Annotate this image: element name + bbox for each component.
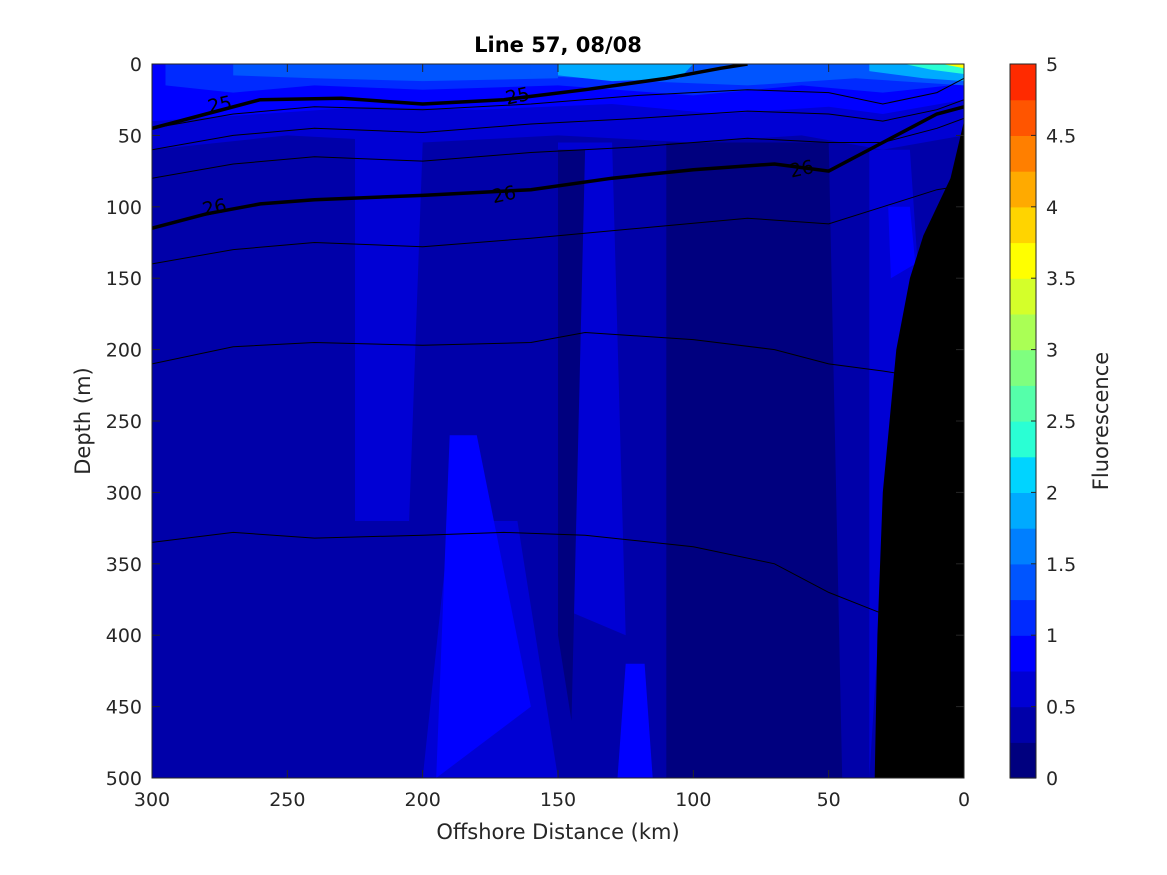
y-tick-label: 250 — [106, 411, 142, 433]
fluorescence-region — [436, 435, 531, 778]
colorbar-segment — [1010, 599, 1036, 636]
y-tick-label: 100 — [106, 197, 142, 219]
contour-label: 25 — [206, 92, 234, 119]
fluorescence-region — [558, 64, 694, 82]
contour-labels: 25 25 26 26 26 — [200, 83, 816, 221]
y-tick-label: 450 — [106, 697, 142, 719]
colorbar-ticks: 0 0.5 1 1.5 2 2.5 3 3.5 4 4.5 5 — [1031, 54, 1076, 790]
colorbar-segment — [1010, 313, 1036, 351]
colorbar-tick-label: 2 — [1046, 482, 1058, 504]
colorbar-tick-label: 3.5 — [1046, 268, 1076, 290]
colorbar-tick-label: 4.5 — [1046, 125, 1076, 147]
contour-label: 25 — [503, 83, 531, 110]
colorbar-tick-label: 3 — [1046, 340, 1058, 362]
plot-area — [152, 64, 964, 778]
colorbar — [1010, 64, 1036, 779]
density-contour-line — [152, 331, 910, 376]
y-tick-label: 150 — [106, 268, 142, 290]
colorbar-tick-label: 5 — [1046, 54, 1058, 76]
y-tick-label: 400 — [106, 625, 142, 647]
colorbar-segment — [1010, 206, 1036, 244]
colorbar-tick-label: 1.5 — [1046, 554, 1076, 576]
y-axis-label: Depth (m) — [71, 367, 95, 474]
y-tick-label: 300 — [106, 482, 142, 504]
contour-label: 26 — [200, 195, 228, 222]
x-tick-label: 250 — [269, 789, 305, 811]
y-axis-ticks: 0 50 100 150 200 250 300 350 400 450 500 — [106, 54, 964, 790]
colorbar-segment — [1010, 706, 1036, 743]
fluorescence-region — [558, 149, 586, 721]
density-contours — [152, 64, 964, 619]
fluorescence-region — [904, 64, 964, 74]
colorbar-segment — [1010, 421, 1036, 458]
fluorescence-region — [233, 64, 558, 82]
colorbar-label: Fluorescence — [1089, 352, 1113, 490]
contour-label: 26 — [788, 156, 816, 183]
y-tick-label: 350 — [106, 554, 142, 576]
x-tick-label: 150 — [540, 789, 576, 811]
y-tick-label: 0 — [130, 54, 142, 76]
x-tick-label: 100 — [675, 789, 711, 811]
colorbar-segment — [1010, 99, 1036, 136]
colorbar-segment — [1010, 349, 1036, 386]
fluorescence-region — [888, 206, 916, 279]
colorbar-segment — [1010, 242, 1036, 279]
y-tick-label: 200 — [106, 340, 142, 362]
x-tick-label: 300 — [134, 789, 170, 811]
x-tick-label: 50 — [817, 789, 841, 811]
x-tick-label: 200 — [405, 789, 441, 811]
colorbar-segment — [1010, 528, 1036, 565]
colorbar-segment — [1010, 635, 1036, 672]
density-contour-line — [152, 117, 964, 179]
y-tick-label: 50 — [118, 125, 142, 147]
fluorescence-region — [617, 663, 653, 778]
colorbar-tick-label: 2.5 — [1046, 411, 1076, 433]
colorbar-tick-label: 0.5 — [1046, 697, 1076, 719]
colorbar-segment — [1010, 456, 1036, 493]
x-tick-label: 0 — [958, 789, 970, 811]
colorbar-segment — [1010, 385, 1036, 422]
fluorescence-region — [355, 135, 423, 521]
colorbar-segment — [1010, 670, 1036, 708]
colorbar-tick-label: 4 — [1046, 197, 1058, 219]
colorbar-tick-label: 1 — [1046, 625, 1058, 647]
colorbar-segment — [1010, 742, 1036, 779]
colorbar-segment — [1010, 563, 1036, 601]
x-axis-label: Offshore Distance (km) — [436, 820, 679, 844]
colorbar-segment — [1010, 135, 1036, 172]
fluorescence-region — [666, 142, 843, 778]
density-contour-line — [152, 531, 910, 619]
density-contour-bold-26 — [152, 105, 964, 230]
y-tick-label: 500 — [106, 768, 142, 790]
colorbar-segment — [1010, 64, 1036, 101]
colorbar-segment — [1010, 492, 1036, 529]
chart-title: Line 57, 08/08 — [474, 33, 642, 57]
colorbar-segment — [1010, 171, 1036, 208]
contour-label: 26 — [490, 182, 518, 209]
bathymetry-seafloor — [874, 121, 964, 778]
fluorescence-region — [942, 64, 964, 69]
density-contour-line — [152, 184, 964, 265]
density-contour-bold-25 — [152, 64, 748, 130]
bathymetry — [874, 121, 964, 778]
x-axis-ticks: 300 250 200 150 100 50 0 — [134, 64, 970, 811]
density-contour-line — [152, 99, 964, 151]
colorbar-segment — [1010, 278, 1036, 315]
density-contour-line — [152, 77, 964, 129]
colorbar-tick-label: 0 — [1046, 768, 1058, 790]
